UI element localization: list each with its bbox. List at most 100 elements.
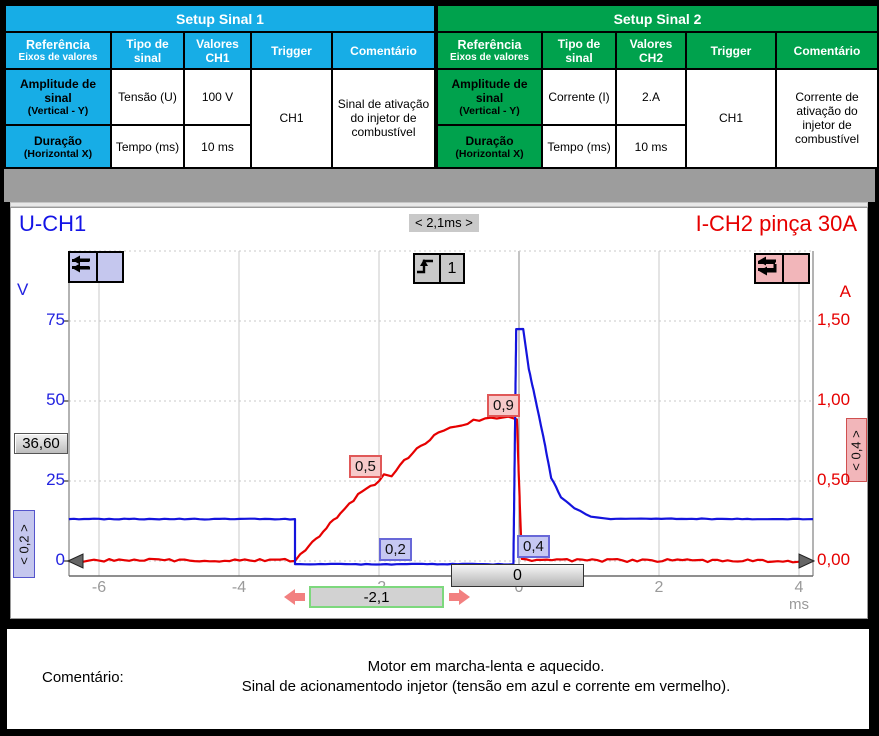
cell-tipo-tensao: Tensão (U) — [110, 67, 185, 127]
amplitude-2-sub: (Vertical - Y) — [459, 105, 520, 118]
x-axis-tick-0: 0 — [514, 579, 524, 596]
duracao-2-sub: (Horizontal X) — [455, 147, 524, 160]
ch1-controls — [68, 251, 124, 283]
setup-table-1: Setup Sinal 1 Referência Eixos de valore… — [3, 3, 437, 170]
left-axis-unit: V — [17, 280, 29, 299]
voltage-marker-0-2[interactable]: 0,2 — [379, 538, 412, 561]
header-referencia-2-sub: Eixos de valores — [450, 52, 529, 64]
channel2-label: I-CH2 pinça 30A — [695, 211, 857, 236]
left-axis-tick-50: 50 — [46, 390, 65, 409]
setup-table-1-title: Setup Sinal 1 — [3, 3, 437, 34]
row-amplitude-label-2: Amplitude de sinal (Vertical - Y) — [436, 67, 544, 127]
cell-comentario-sinal1: Sinal de ativação do injetor de combustí… — [330, 67, 437, 170]
comment-text: Motor em marcha-lenta e aquecido. Sinal … — [7, 657, 869, 697]
ch1-arrows-icon[interactable] — [72, 253, 122, 281]
header-valores-ch2: Valores CH2 — [615, 31, 688, 70]
header-referencia-main: Referência — [26, 38, 90, 53]
current-trace — [68, 415, 814, 564]
amplitude-main: Amplitude de sinal — [19, 77, 96, 106]
cell-tipo-tempo-2: Tempo (ms) — [541, 124, 618, 169]
row-duracao-label-2: Duração (Horizontal X) — [436, 124, 544, 169]
duracao-2-main: Duração — [465, 133, 514, 148]
arrow-tail — [293, 593, 305, 601]
x-axis-tick--6: -6 — [91, 579, 107, 596]
left-return-arrow-icon — [758, 256, 777, 276]
ch1-scale-control[interactable]: < 0,2 > — [13, 510, 35, 578]
ch2-scale-control[interactable]: < 0,4 > — [846, 418, 867, 482]
timebase-control[interactable]: < 2,1ms > — [409, 214, 479, 232]
cell-valor-100v: 100 V — [183, 67, 252, 127]
header-comentario: Comentário — [330, 31, 437, 70]
header-comentario-2: Comentário — [775, 31, 879, 70]
cell-trigger-ch1: CH1 — [250, 67, 333, 170]
header-valores-ch1: Valores CH1 — [183, 31, 252, 70]
duracao-sub: (Horizontal X) — [23, 147, 93, 160]
delay-readout-box[interactable]: -2,1 — [309, 586, 444, 608]
x-axis-tick-4: 4 — [794, 579, 804, 596]
header-referencia-sub: Eixos de valores — [18, 52, 98, 64]
setup-tables: Setup Sinal 1 Referência Eixos de valore… — [3, 3, 879, 170]
setup-table-2: Setup Sinal 2 Referência Eixos de valore… — [436, 3, 879, 170]
x-axis-unit: ms — [789, 596, 809, 613]
panel-top-strip — [10, 202, 868, 207]
comment-line-1: Motor em marcha-lenta e aquecido. — [367, 658, 605, 675]
trigger-controls: 1 — [413, 253, 465, 284]
pan-right-arrow[interactable] — [448, 589, 472, 605]
right-axis-tick-0,00: 0,00 — [817, 550, 851, 569]
header-trigger-2: Trigger — [685, 31, 778, 70]
cell-trigger-ch1-2: CH1 — [685, 67, 778, 170]
duracao-main: Duração — [33, 133, 83, 148]
arrow-tail — [449, 593, 461, 601]
left-axis-tick-25: 25 — [46, 470, 65, 489]
right-axis-tick-1,50: 1,50 — [817, 310, 851, 329]
cell-valor-10ms-2: 10 ms — [615, 124, 688, 169]
zero-level-left-arrow — [66, 553, 84, 569]
oscilloscope-panel: U-CH1 < 2,1ms > I-CH2 pinça 30A V A ms — [10, 207, 868, 619]
trigger-edge-icon[interactable] — [415, 255, 439, 282]
ch2-arrows-icon[interactable] — [758, 255, 808, 282]
zero-level-right-arrow — [798, 553, 816, 569]
time-cursor-box[interactable]: 0 — [451, 564, 584, 587]
cell-tipo-corrente: Corrente (I) — [541, 67, 618, 127]
header-referencia-2: Referência Eixos de valores — [436, 31, 544, 70]
double-left-arrow-icon — [72, 255, 90, 273]
cell-comentario-sinal2: Corrente de ativação do injetor de combu… — [775, 67, 879, 170]
amplitude-sub: (Vertical - Y) — [27, 105, 89, 118]
voltage-trace — [68, 327, 814, 566]
cell-tipo-tempo: Tempo (ms) — [110, 124, 185, 169]
x-axis-tick--4: -4 — [231, 579, 247, 596]
comment-label: Comentário: — [42, 669, 124, 686]
channel1-label: U-CH1 — [19, 211, 87, 236]
ch2-controls — [754, 253, 810, 284]
voltage-cursor-readout[interactable]: 36,60 — [14, 433, 68, 454]
amplitude-2-main: Amplitude de sinal — [451, 77, 528, 106]
x-axis-tick-2: 2 — [654, 579, 664, 596]
right-axis-tick-0,50: 0,50 — [817, 470, 851, 489]
header-referencia: Referência Eixos de valores — [4, 31, 112, 70]
voltage-marker-0-4[interactable]: 0,4 — [517, 535, 550, 558]
cell-valor-2a: 2.A — [615, 67, 688, 127]
header-referencia-2-main: Referência — [457, 38, 522, 53]
right-axis-unit: A — [839, 282, 851, 301]
pan-left-arrow[interactable] — [282, 589, 306, 605]
header-tipo-de-sinal: Tipo de sinal — [110, 31, 185, 70]
row-amplitude-label: Amplitude de sinal (Vertical - Y) — [4, 67, 112, 127]
left-axis-tick-0: 0 — [55, 550, 65, 569]
left-axis-tick-75: 75 — [46, 310, 65, 329]
current-marker-0-9[interactable]: 0,9 — [487, 394, 520, 417]
row-duracao-label: Duração (Horizontal X) — [4, 124, 112, 169]
setup-table-2-title: Setup Sinal 2 — [436, 3, 879, 34]
comment-panel: Comentário: Motor em marcha-lenta e aque… — [5, 627, 871, 731]
arrow-head — [284, 589, 295, 605]
trigger-channel-number[interactable]: 1 — [439, 255, 463, 282]
right-axis-tick-1,00: 1,00 — [817, 390, 851, 409]
current-marker-0-5[interactable]: 0,5 — [349, 455, 382, 478]
arrow-head — [459, 589, 470, 605]
cell-valor-10ms: 10 ms — [183, 124, 252, 169]
comment-line-2: Sinal de acionamentodo injetor (tensão e… — [241, 678, 731, 695]
ch2-scale-value: < 0,4 > — [849, 429, 865, 471]
header-tipo-de-sinal-2: Tipo de sinal — [541, 31, 618, 70]
rising-edge-icon — [417, 259, 433, 274]
header-trigger: Trigger — [250, 31, 333, 70]
